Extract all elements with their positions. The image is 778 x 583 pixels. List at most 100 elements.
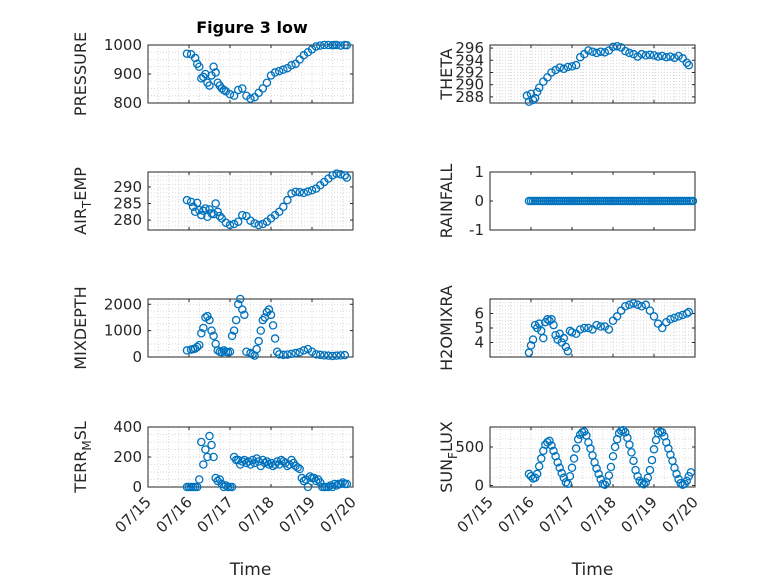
x-tick-label: 07/20 [659,493,702,536]
data-point [250,219,259,228]
data-point [205,431,214,441]
data-point [320,351,329,360]
data-point [682,309,692,318]
y-axis-label: H2OMIXRA [437,285,456,371]
data-point [285,460,294,469]
y-tick-label: 0 [474,476,484,494]
data-point [670,313,679,323]
series-markers [522,41,694,107]
series-markers [524,299,694,357]
data-point [547,315,556,324]
data-point [201,69,210,79]
x-tick-label: 07/15 [112,493,155,536]
data-point [246,94,255,103]
data-point [604,325,614,334]
data-point [233,217,243,226]
data-point [627,448,636,457]
data-point [653,52,663,61]
series-markers [182,294,350,361]
data-point [270,334,280,343]
data-point [557,468,567,478]
data-point [342,479,352,489]
data-point [666,52,675,61]
data-point [192,482,202,492]
data-point [211,199,220,208]
data-point [311,476,321,486]
data-point [625,48,634,58]
data-point [633,300,642,310]
data-point [565,471,575,481]
data-point [293,463,302,472]
data-point [207,440,216,450]
data-point [551,330,560,340]
data-point [592,320,601,330]
data-point [629,456,638,466]
data-point [197,210,206,220]
data-point [201,445,210,454]
data-point [311,350,321,359]
data-point [657,323,667,333]
x-tick-label: 07/16 [495,493,538,536]
subplot-5: 0 1000 2000 MIXDEPTH [71,286,354,370]
data-point [621,428,630,437]
data-point [229,91,239,101]
data-point [199,323,208,333]
data-point [320,40,329,50]
data-point [238,210,247,220]
data-point [262,78,272,87]
data-point [270,68,280,77]
axes-box [147,171,354,231]
data-point [205,81,214,90]
data-point [291,348,300,358]
data-point [606,462,616,472]
y-tick-label: 280 [113,211,142,229]
data-point [612,41,622,51]
data-point [567,328,577,337]
data-point [596,47,605,56]
data-point [190,53,200,63]
y-tick-label: 288 [455,88,484,106]
data-point [221,218,231,227]
data-point [633,471,642,481]
data-point [254,457,263,466]
x-tick-label: 07/17 [194,493,237,536]
y-tick-label: 0 [474,192,484,210]
data-point [238,457,247,466]
data-point [528,335,538,344]
axes-box [489,44,696,104]
data-point [264,460,274,469]
data-point [256,326,265,335]
data-point [649,51,659,60]
data-point [332,351,341,360]
data-point [621,46,630,56]
data-point [645,465,655,475]
data-point [315,41,325,50]
data-point [573,435,583,444]
data-point [311,42,321,51]
data-point [186,197,196,207]
y-axis-label: THETA [437,48,456,100]
data-point [553,458,562,467]
data-point [336,41,345,50]
data-point [657,51,667,61]
data-point [682,58,692,67]
data-point [549,446,558,456]
data-point [233,85,243,95]
data-point [238,305,247,314]
data-point [340,350,350,360]
data-point [328,171,337,180]
data-point [674,51,683,61]
y-tick-label: 6 [474,305,484,323]
data-point [539,333,548,343]
data-point [563,479,573,489]
y-tick-label: 1000 [104,322,142,340]
data-point [555,463,564,473]
data-point [647,455,657,465]
data-point [604,471,614,480]
data-point [342,173,352,182]
series-markers [524,425,696,489]
data-point [248,350,257,359]
data-point [192,342,202,352]
